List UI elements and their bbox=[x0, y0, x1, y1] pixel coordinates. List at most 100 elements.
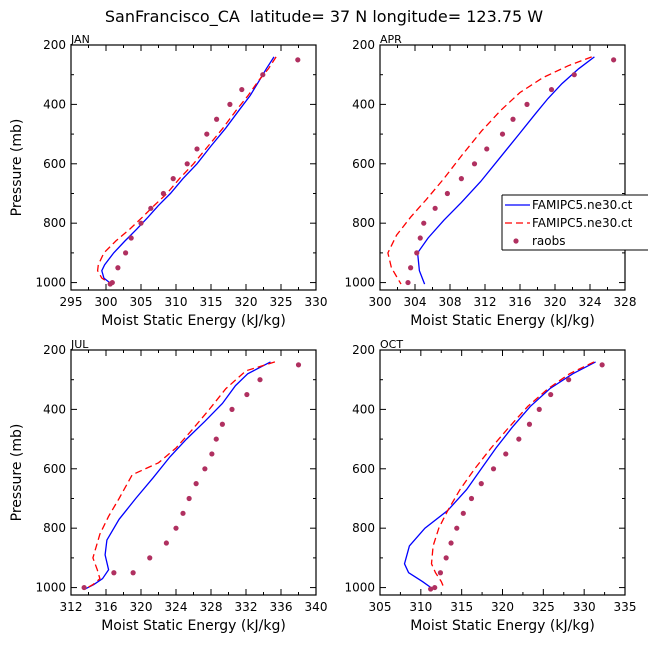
legend-label: raobs bbox=[532, 234, 566, 248]
raobs-point bbox=[417, 235, 423, 241]
raobs-point bbox=[138, 220, 144, 226]
x-tick-label: 320 bbox=[491, 600, 514, 614]
x-tick-label: 320 bbox=[235, 295, 258, 309]
x-tick-label: 310 bbox=[409, 600, 432, 614]
x-tick-label: 312 bbox=[474, 295, 497, 309]
raobs-point bbox=[503, 451, 509, 457]
panel-jul: JUL 312 316 320 324 328 332 336 340 200 400 600 800 1… bbox=[9, 338, 327, 634]
panel-title: APR bbox=[380, 33, 402, 46]
y-tick-label: 200 bbox=[352, 38, 375, 52]
panels: JAN 295 300 305 310 315 320 325 330 200 400 600 800 1… bbox=[9, 33, 636, 634]
raobs-point bbox=[548, 86, 555, 93]
solid-model-line bbox=[84, 361, 271, 590]
x-tick-label: 340 bbox=[305, 600, 328, 614]
x-tick-label: 330 bbox=[573, 600, 596, 614]
x-tick-label: 316 bbox=[509, 295, 532, 309]
y-tick-label: 800 bbox=[43, 521, 66, 535]
figure-title: SanFrancisco_CA latitude= 37 N longitude… bbox=[105, 7, 543, 27]
raobs-point bbox=[204, 131, 210, 137]
y-axis-label: Pressure (mb) bbox=[9, 119, 25, 217]
raobs-point bbox=[170, 176, 176, 182]
raobs-point bbox=[193, 481, 199, 487]
raobs-series bbox=[81, 362, 302, 591]
x-axis-label: Moist Static Energy (kJ/kg) bbox=[101, 618, 286, 634]
x-tick-label: 330 bbox=[305, 295, 328, 309]
raobs-point bbox=[184, 161, 190, 167]
raobs-point bbox=[115, 265, 121, 271]
panel-title: JAN bbox=[70, 33, 90, 46]
raobs-point bbox=[444, 190, 450, 197]
x-tick-label: 295 bbox=[60, 295, 83, 309]
x-tick-label: 332 bbox=[235, 600, 258, 614]
raobs-point bbox=[421, 220, 427, 226]
y-tick-label: 800 bbox=[43, 216, 66, 230]
raobs-point bbox=[163, 540, 169, 546]
y-tick-label: 400 bbox=[352, 402, 375, 416]
x-tick-label: 310 bbox=[165, 295, 188, 309]
raobs-point bbox=[130, 570, 136, 576]
raobs-point bbox=[516, 436, 522, 442]
raobs-point bbox=[180, 510, 186, 516]
raobs-point bbox=[107, 281, 113, 287]
x-tick-label: 324 bbox=[579, 295, 602, 309]
raobs-point bbox=[443, 555, 449, 561]
solid-model-line bbox=[403, 361, 596, 590]
y-tick-label: 400 bbox=[352, 97, 375, 111]
x-tick-label: 320 bbox=[130, 600, 153, 614]
raobs-point bbox=[148, 205, 154, 211]
y-tick-label: 1000 bbox=[35, 581, 66, 595]
raobs-point bbox=[295, 362, 302, 368]
panel-title: OCT bbox=[380, 338, 403, 351]
raobs-point bbox=[260, 72, 266, 78]
raobs-point bbox=[484, 146, 490, 152]
dashed-model-line bbox=[430, 361, 595, 590]
raobs-point bbox=[548, 391, 554, 398]
raobs-point bbox=[229, 406, 235, 412]
raobs-point bbox=[123, 250, 129, 256]
raobs-point bbox=[405, 279, 411, 286]
raobs-point bbox=[432, 584, 438, 591]
raobs-point bbox=[227, 101, 233, 107]
raobs-point bbox=[432, 205, 438, 211]
x-tick-label: 304 bbox=[404, 295, 427, 309]
raobs-point bbox=[526, 421, 533, 427]
raobs-point bbox=[524, 101, 530, 107]
x-tick-label: 328 bbox=[200, 600, 223, 614]
raobs-point bbox=[571, 72, 577, 78]
x-tick-label: 324 bbox=[165, 600, 188, 614]
raobs-point bbox=[566, 377, 572, 383]
legend-box bbox=[502, 195, 648, 250]
raobs-point bbox=[448, 540, 454, 546]
y-tick-label: 800 bbox=[352, 521, 375, 535]
panel-frame bbox=[70, 349, 317, 596]
raobs-series bbox=[405, 57, 617, 286]
y-tick-label: 1000 bbox=[344, 581, 375, 595]
y-tick-label: 600 bbox=[352, 157, 375, 171]
raobs-point bbox=[244, 391, 250, 398]
y-tick-label: 600 bbox=[43, 462, 66, 476]
dashed-model-line bbox=[84, 361, 276, 590]
y-tick-label: 200 bbox=[43, 38, 66, 52]
x-tick-label: 320 bbox=[544, 295, 567, 309]
raobs-point bbox=[611, 57, 617, 63]
panel-apr: APR 300 304 308 312 316 320 324 328 200 400 600 800 1… bbox=[344, 33, 636, 329]
legend-marker bbox=[513, 238, 519, 244]
raobs-point bbox=[468, 495, 475, 502]
dashed-model-line bbox=[96, 56, 277, 285]
panel-oct: OCT 305 310 315 320 325 330 335 200 400 600 800 1000… bbox=[344, 338, 636, 634]
x-tick-label: 336 bbox=[270, 600, 293, 614]
raobs-point bbox=[454, 525, 460, 531]
x-tick-label: 300 bbox=[369, 295, 392, 309]
raobs-point bbox=[437, 570, 444, 576]
y-tick-label: 1000 bbox=[344, 276, 375, 290]
legend: FAMIPC5.ne30.ct FAMIPC5.ne30.ct raobs bbox=[501, 194, 648, 251]
raobs-point bbox=[186, 495, 192, 502]
y-tick-label: 800 bbox=[352, 216, 375, 230]
x-tick-label: 325 bbox=[532, 600, 555, 614]
raobs-point bbox=[111, 570, 117, 576]
y-tick-label: 400 bbox=[43, 402, 66, 416]
raobs-point bbox=[202, 466, 208, 472]
raobs-point bbox=[213, 436, 219, 442]
raobs-point bbox=[478, 481, 484, 487]
